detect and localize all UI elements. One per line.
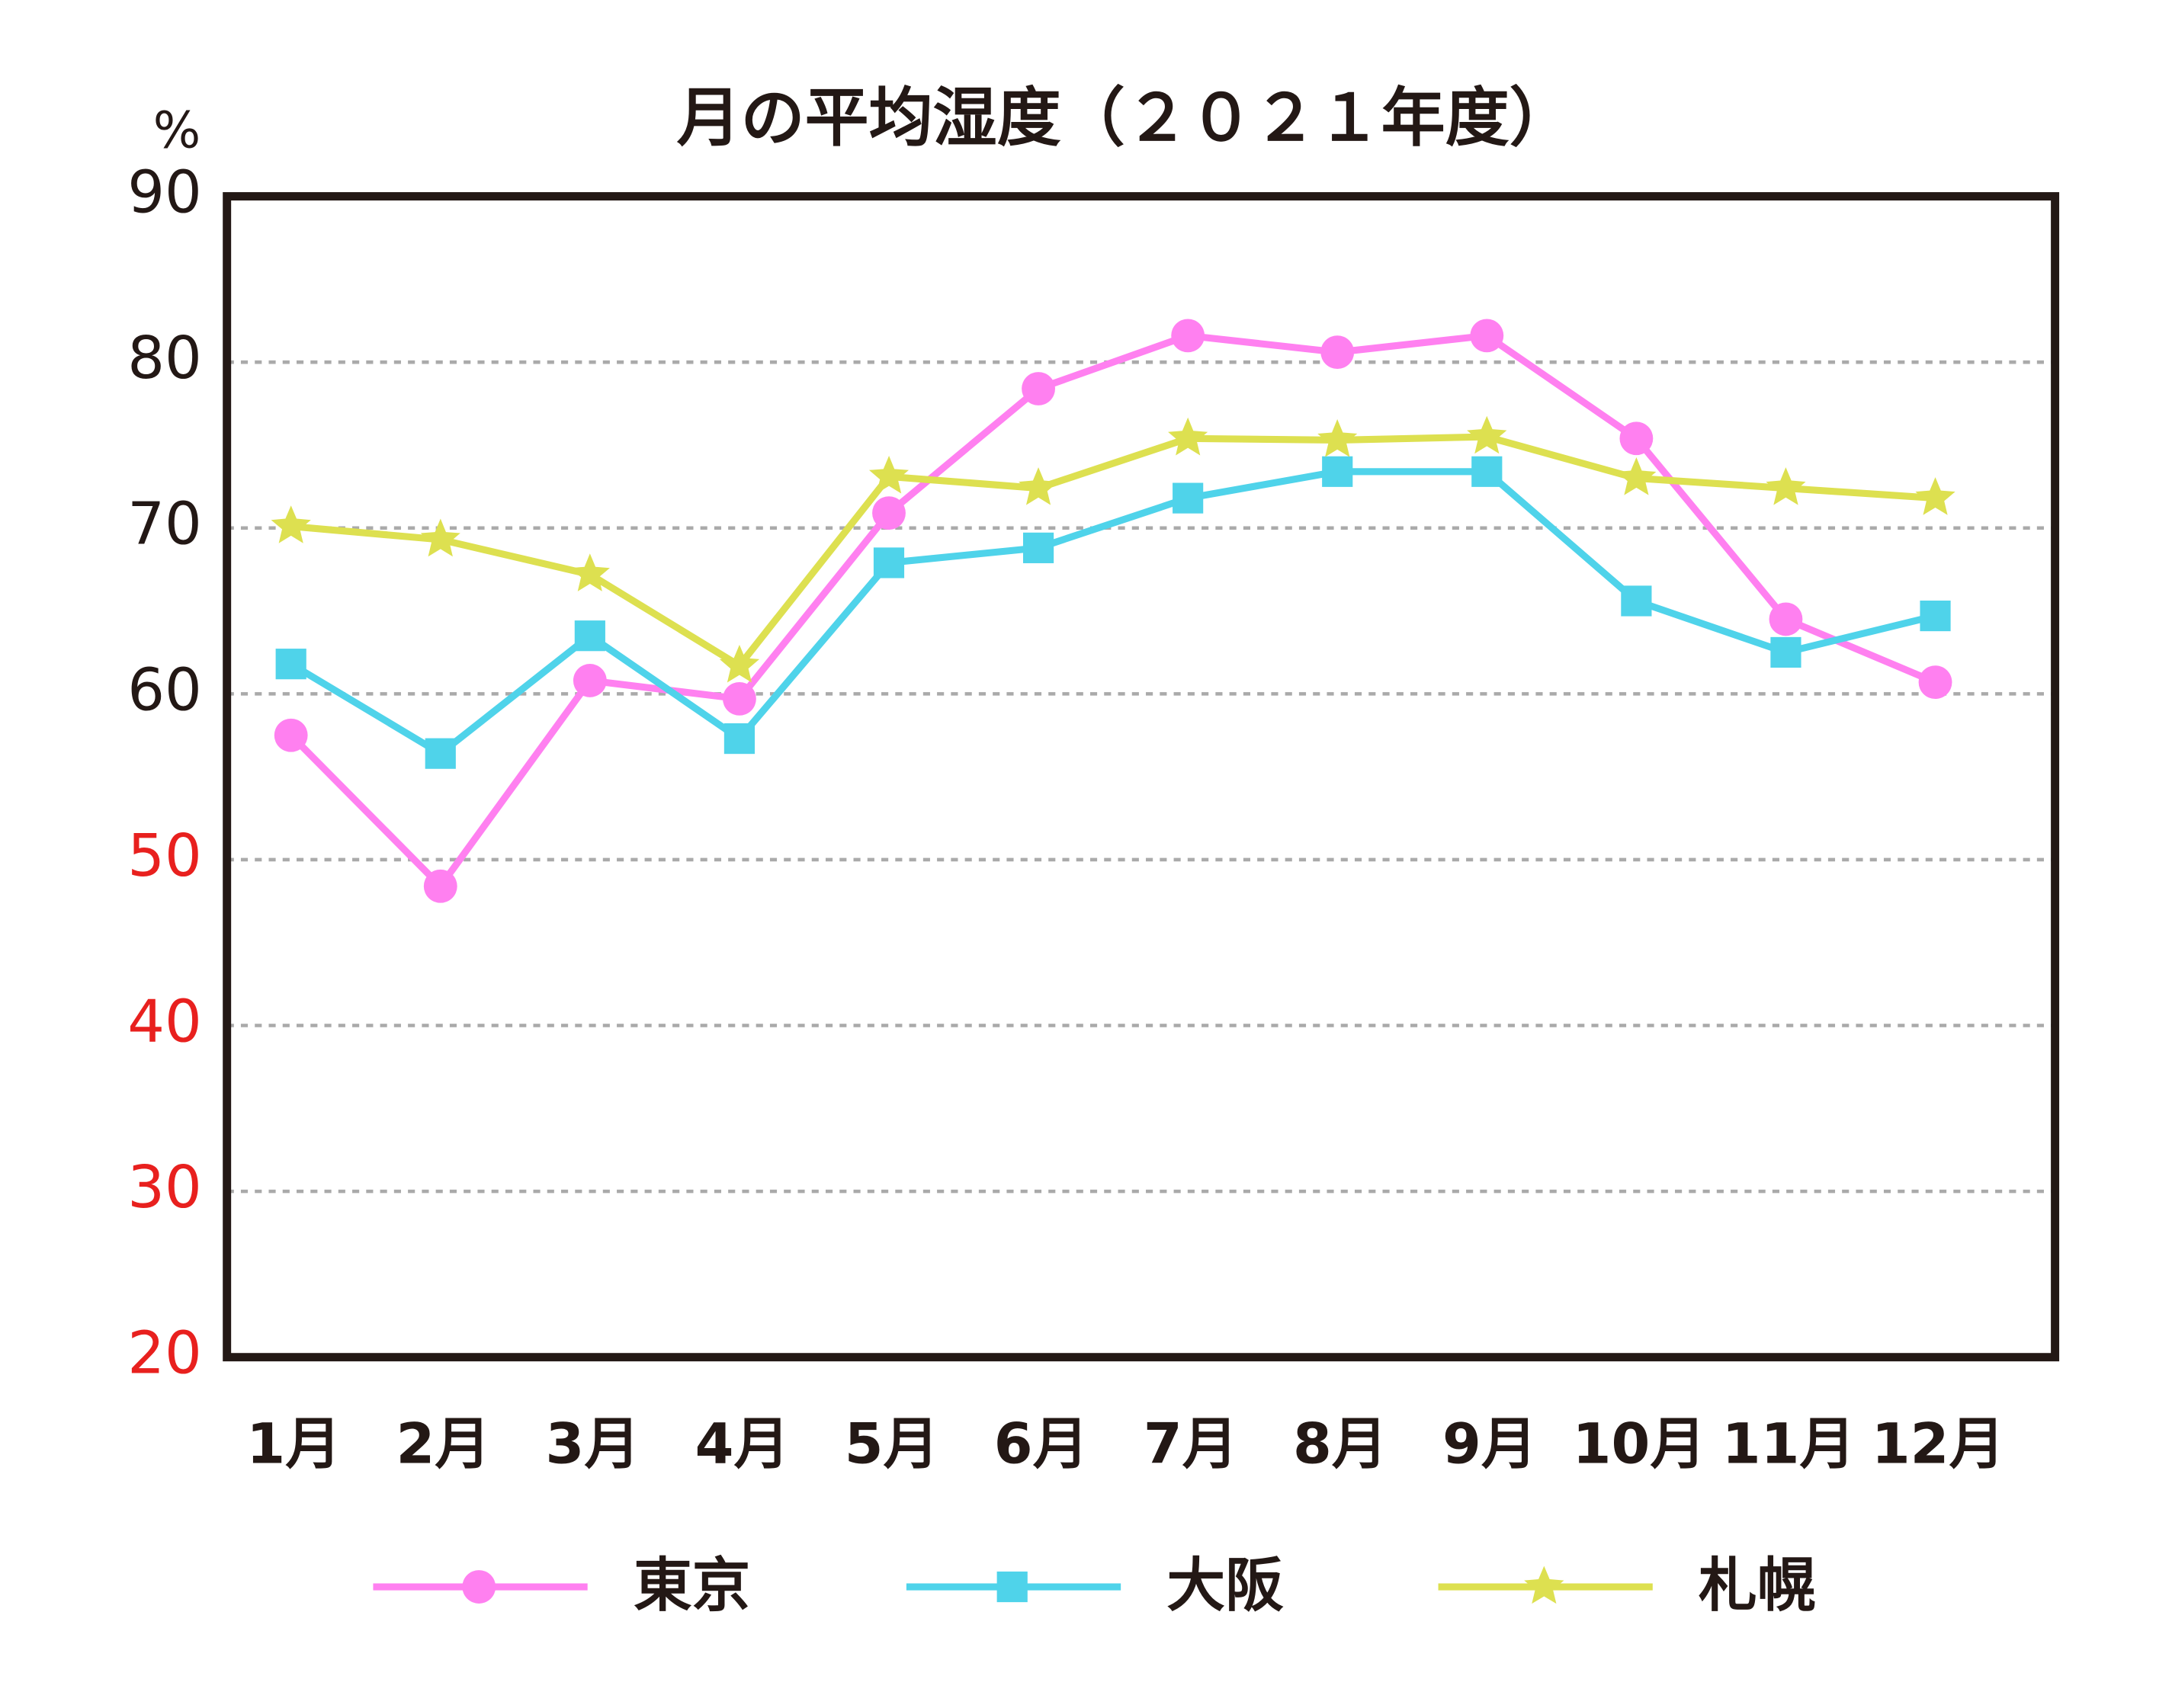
legend-label: 東京 [634, 1553, 750, 1620]
data-point [1769, 602, 1803, 636]
y-axis-unit: % [153, 101, 201, 159]
y-tick-label: 40 [127, 989, 202, 1056]
x-tick-label: 6月 [994, 1412, 1089, 1476]
series-line [288, 332, 1937, 890]
data-point [719, 645, 760, 683]
data-point [1171, 319, 1205, 353]
data-point [1616, 457, 1657, 495]
data-point [423, 869, 457, 903]
y-tick-label: 60 [127, 656, 202, 724]
data-point [1471, 456, 1503, 487]
data-point [723, 723, 756, 755]
data-point [1918, 665, 1952, 700]
data-point [274, 718, 308, 752]
data-point [723, 681, 756, 716]
y-tick-label: 20 [127, 1320, 202, 1388]
data-point [1317, 418, 1358, 457]
legend-marker [996, 1571, 1028, 1603]
data-point [425, 738, 456, 769]
data-point [868, 456, 910, 494]
data-point [1467, 415, 1507, 454]
y-tick-label: 50 [127, 822, 202, 890]
x-tick-label: 9月 [1442, 1412, 1537, 1476]
legend-label: 札幌 [1699, 1553, 1815, 1620]
data-point [1920, 600, 1951, 632]
x-tick-label: 12月 [1872, 1412, 2005, 1476]
y-tick-label: 70 [127, 491, 202, 559]
x-tick-label: 3月 [546, 1412, 640, 1476]
plot-frame [223, 192, 2060, 1362]
legend-marker [1524, 1565, 1564, 1604]
chart-title: 月の平均湿度（２０２１年度） [677, 81, 1574, 155]
x-tick-label: 7月 [1144, 1412, 1238, 1476]
x-tick-label: 1月 [246, 1412, 341, 1476]
data-point [275, 649, 306, 680]
data-point [1320, 335, 1355, 370]
legend-marker [462, 1570, 496, 1604]
series-line [289, 468, 1936, 758]
data-point [1621, 585, 1652, 617]
data-point [1915, 477, 1955, 515]
data-point [271, 505, 311, 543]
data-point [1470, 319, 1504, 353]
data-point [573, 664, 607, 697]
data-point [1019, 467, 1059, 505]
x-tick-label: 8月 [1293, 1412, 1388, 1476]
data-point [1168, 417, 1208, 456]
x-tick-label: 4月 [695, 1412, 790, 1476]
plot-area [271, 319, 1955, 903]
legend-label: 大阪 [1166, 1553, 1284, 1620]
data-point [1322, 456, 1353, 487]
y-tick-label: 90 [127, 159, 202, 227]
data-point [1766, 467, 1806, 505]
x-tick-label: 11月 [1722, 1412, 1856, 1476]
data-point [1022, 372, 1055, 405]
y-tick-label: 30 [127, 1154, 202, 1222]
grid [226, 360, 2055, 1194]
data-point [574, 620, 605, 652]
data-point [1022, 532, 1054, 563]
data-point [873, 547, 905, 578]
data-point [1173, 482, 1204, 514]
data-point [420, 518, 460, 557]
series-line [290, 433, 1936, 669]
x-tick-label: 2月 [396, 1412, 490, 1476]
data-point [872, 496, 906, 530]
data-point [1770, 636, 1801, 668]
x-tick-label: 5月 [845, 1412, 939, 1476]
x-tick-label: 10月 [1573, 1412, 1706, 1476]
data-point [569, 553, 610, 591]
data-point [1619, 421, 1654, 456]
y-tick-label: 80 [127, 325, 202, 393]
